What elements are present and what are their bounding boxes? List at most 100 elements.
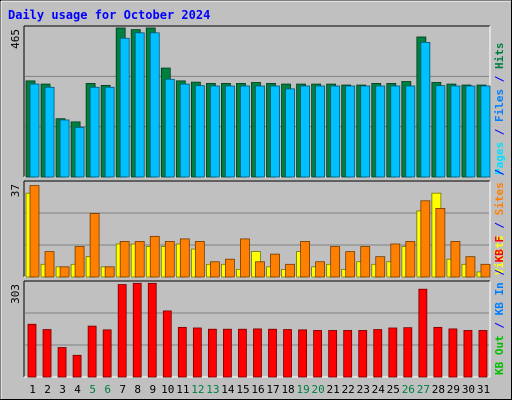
x-tick-label: 31: [477, 383, 490, 396]
bar-kb-f: [268, 328, 277, 378]
bar-kb-f: [433, 326, 443, 378]
x-tick-label: 30: [462, 383, 475, 396]
bar-kb-f: [358, 330, 368, 378]
bar-sites: [435, 208, 446, 278]
bar-files: [29, 83, 40, 178]
bar-kb-f: [448, 328, 458, 378]
x-tick-label: 3: [59, 383, 66, 396]
legend-entry: Hits: [493, 43, 506, 70]
bar-files: [375, 85, 386, 178]
bar-files: [149, 32, 160, 178]
x-tick-label: 22: [342, 383, 355, 396]
legend-entry: Sites: [493, 182, 506, 215]
bar-files: [240, 85, 250, 178]
y-max-label: 465: [9, 29, 22, 49]
bar-kb-f: [162, 310, 172, 378]
legend-entry: KB Out: [493, 335, 506, 375]
bar-sites: [465, 256, 476, 278]
bar-files: [435, 85, 446, 178]
bar-files: [465, 85, 476, 178]
bar-sites: [390, 243, 401, 278]
legend-entry: Visits: [493, 235, 506, 275]
legend-separator: /: [493, 315, 506, 335]
bar-kb-f: [207, 328, 217, 378]
bar-kb-f: [328, 330, 338, 378]
bar-files: [450, 85, 461, 178]
x-tick-label: 18: [281, 383, 294, 396]
bar-sites: [375, 256, 386, 278]
bar-sites: [450, 241, 461, 278]
bar-kb-f: [403, 327, 413, 378]
x-tick-label: 21: [327, 383, 340, 396]
y-max-label: 37: [9, 184, 22, 197]
bar-files: [134, 32, 145, 178]
legend-separator: /: [493, 69, 506, 89]
x-tick-label: 26: [402, 383, 415, 396]
legend-entry: KB F: [493, 236, 506, 263]
bar-files: [74, 126, 85, 178]
bar-kb-f: [343, 330, 353, 378]
bar-sites: [149, 235, 160, 278]
legend-separator: /: [493, 262, 506, 282]
legend-entry: Pages: [493, 142, 506, 175]
bar-sites: [179, 238, 190, 278]
bar-kb-f: [42, 329, 52, 378]
bar-sites: [29, 185, 40, 278]
x-tick-label: 28: [432, 383, 445, 396]
legend-entry: Files: [493, 89, 506, 122]
bar-kb-f: [298, 329, 307, 378]
bar-kb-f: [102, 329, 112, 378]
x-tick-label: 14: [221, 383, 235, 396]
bar-sites: [360, 246, 371, 278]
bar-files: [225, 85, 235, 178]
bar-sites: [270, 253, 280, 278]
bar-sites: [345, 251, 356, 278]
bar-files: [194, 85, 205, 178]
x-tick-label: 16: [251, 383, 264, 396]
legend-separator: /: [493, 122, 506, 142]
x-tick-label: 5: [89, 383, 96, 396]
x-axis-labels: 1 2 3 4 5 6 7 8 9 10 11 12 13 14 15 16 17 18 19 20 21 22 23 24 2…: [29, 383, 490, 396]
bar-kb-f: [117, 284, 127, 378]
x-tick-label: 15: [236, 383, 249, 396]
bar-kb-f: [177, 326, 187, 378]
x-tick-label: 12: [191, 383, 204, 396]
panel-kbytes: 303: [9, 280, 491, 378]
x-tick-label: 6: [104, 383, 111, 396]
bar-files: [390, 85, 401, 178]
bar-sites: [119, 241, 130, 278]
bar-kb-f: [223, 328, 232, 378]
bar-sites: [225, 258, 235, 278]
bar-sites: [104, 266, 115, 278]
bar-files: [345, 85, 356, 178]
legend-entry: KB In: [493, 282, 506, 315]
x-tick-label: 20: [312, 383, 325, 396]
bar-kb-f: [147, 282, 157, 378]
bar-files: [59, 119, 70, 178]
bar-files: [270, 85, 280, 178]
panel-hits-files-pages: 465: [9, 25, 491, 178]
bar-files: [164, 78, 175, 178]
bar-sites: [420, 200, 431, 278]
bar-sites: [315, 261, 326, 278]
bar-sites: [285, 263, 295, 278]
bar-kb-f: [463, 330, 473, 378]
legend-separator: /: [493, 169, 506, 183]
bar-kb-f: [388, 327, 398, 378]
bar-files: [179, 83, 190, 178]
legend-1: Pages / Files / Hits: [493, 43, 506, 176]
bar-sites: [240, 238, 250, 278]
bar-files: [300, 85, 310, 178]
bar-files: [44, 86, 55, 178]
bar-files: [420, 42, 431, 178]
bar-kb-f: [192, 327, 202, 378]
bar-sites: [300, 241, 310, 278]
bar-kb-f: [72, 354, 82, 378]
bar-sites: [255, 261, 265, 278]
legend-group: Pages / Files / Hits Visits / Sites / KB …: [493, 43, 506, 376]
x-tick-label: 13: [206, 383, 219, 396]
bar-files: [480, 85, 491, 178]
bar-files: [285, 88, 295, 178]
x-tick-label: 1: [29, 383, 36, 396]
